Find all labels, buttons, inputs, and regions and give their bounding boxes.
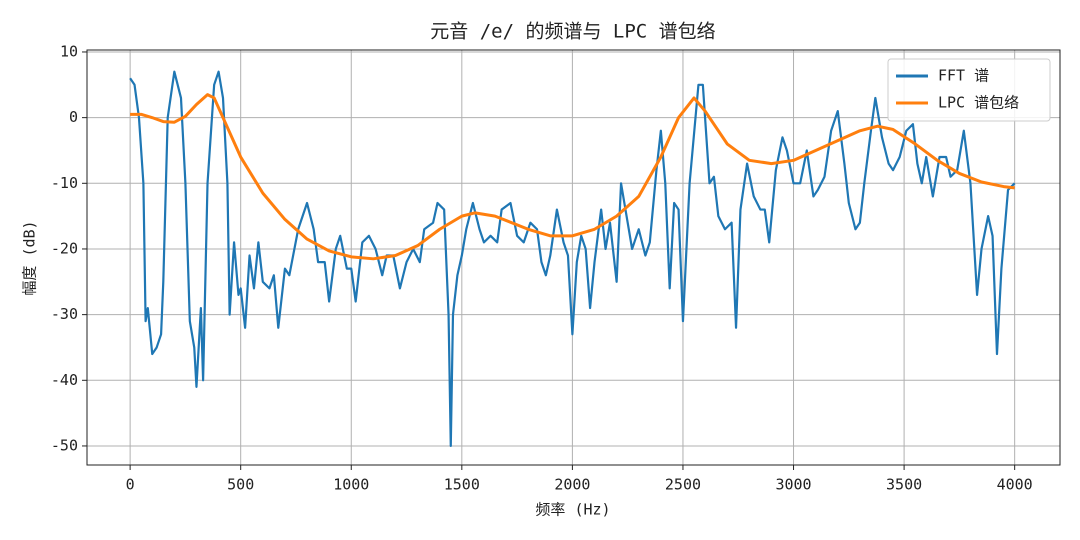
x-tick-label: 0 — [126, 476, 135, 494]
y-tick-label: -10 — [51, 174, 78, 192]
x-tick-label: 3000 — [775, 476, 811, 494]
y-tick-label: -20 — [51, 239, 78, 257]
x-tick-label: 1500 — [444, 476, 480, 494]
x-tick-label: 2500 — [665, 476, 701, 494]
plot-frame — [86, 49, 1061, 466]
x-axis-label: 频率 (Hz) — [535, 501, 610, 519]
data-line — [129, 70, 1016, 448]
x-tick-label: 500 — [227, 476, 254, 494]
legend-label: FFT 谱 — [938, 67, 989, 85]
y-tick-label: -30 — [51, 305, 78, 323]
y-tick-label: 10 — [60, 42, 78, 60]
x-tick-label: 4000 — [997, 476, 1033, 494]
data-line — [130, 93, 1015, 261]
legend: FFT 谱 LPC 谱包络 — [887, 58, 1051, 122]
y-tick-label: -50 — [51, 436, 78, 454]
legend-box — [887, 58, 1051, 122]
chart-title: 元音 /e/ 的频谱与 LPC 谱包络 — [430, 21, 715, 43]
y-tick-label: 0 — [69, 108, 78, 126]
x-tick-label: 2000 — [554, 476, 590, 494]
x-tick-label: 1000 — [333, 476, 369, 494]
legend-label: LPC 谱包络 — [938, 94, 1019, 112]
y-axis-label: 幅度 (dB) — [21, 220, 39, 295]
y-tick-label: -40 — [51, 371, 78, 389]
x-tick-label: 3500 — [886, 476, 922, 494]
